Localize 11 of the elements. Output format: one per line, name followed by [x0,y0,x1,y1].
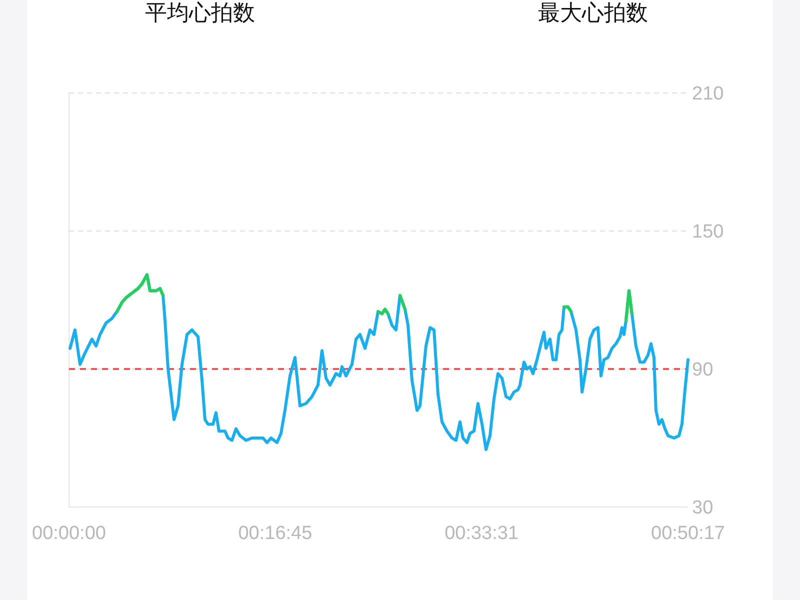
y-tick-label: 90 [692,360,714,381]
line-series [116,273,165,313]
text: 最大心拍数 [538,0,648,25]
x-tick-label: 00:00:00 [32,523,106,544]
y-tick-label: 30 [692,498,714,519]
x-tick-label: 00:16:45 [238,523,312,544]
text: 平均心拍数 [145,0,255,25]
x-tick-label: 00:50:17 [651,523,725,544]
y-tick-label: 150 [692,222,724,243]
x-tick-label: 00:33:31 [444,523,519,544]
y-tick-label: 210 [692,84,724,105]
